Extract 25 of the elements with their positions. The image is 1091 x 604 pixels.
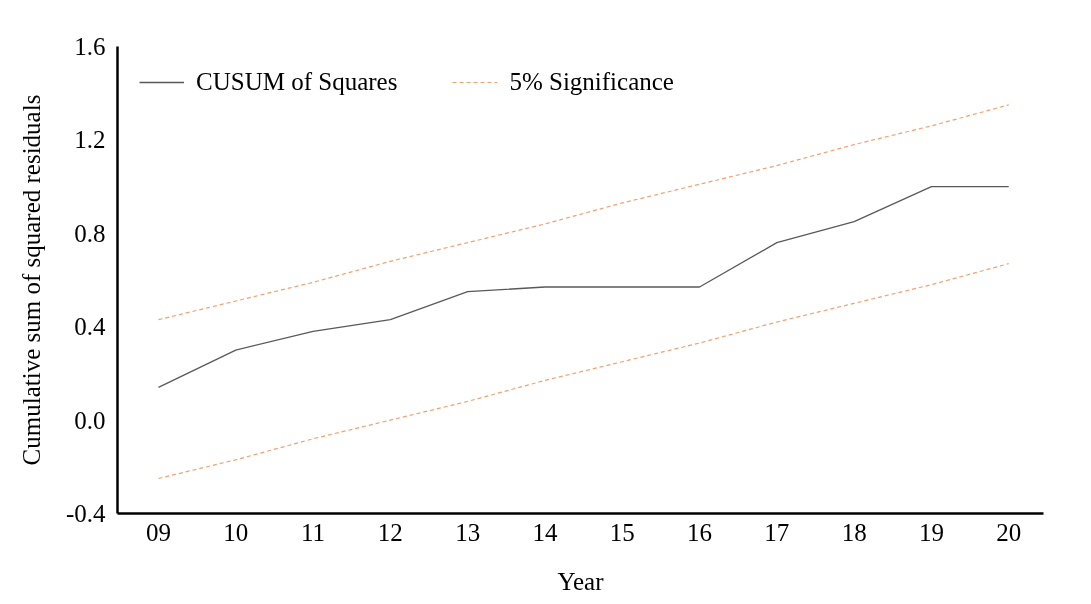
x-tick-label: 12 — [377, 518, 403, 546]
x-tick-label: 20 — [996, 518, 1022, 546]
y-axis-title: Cumulative sum of squared residuals — [17, 94, 45, 466]
legend-label: 5% Significance — [509, 68, 674, 96]
x-tick-label: 19 — [918, 518, 944, 546]
legend-label: CUSUM of Squares — [196, 68, 398, 96]
line-series — [157, 263, 1010, 480]
line-series — [157, 104, 1010, 321]
x-tick-label: 10 — [223, 518, 249, 546]
x-tick-label: 15 — [609, 518, 635, 546]
x-tick-label: 14 — [532, 518, 558, 546]
y-tick-label: 1.2 — [74, 126, 106, 154]
y-tick-label: 0.8 — [74, 219, 106, 247]
y-tick-label: 0.0 — [74, 406, 106, 434]
x-axis-title: Year — [557, 567, 605, 595]
x-tick-label: 18 — [841, 518, 867, 546]
y-tick-label: 1.6 — [74, 33, 106, 60]
y-tick-label: -0.4 — [65, 500, 106, 527]
x-tick-label: 17 — [764, 518, 790, 546]
x-tick-label: 16 — [687, 518, 713, 546]
x-tick-label: 11 — [301, 518, 326, 546]
x-tick-label: 09 — [145, 518, 171, 546]
x-tick-label: 13 — [455, 518, 481, 546]
y-tick-label: 0.4 — [74, 313, 106, 341]
line-series — [157, 185, 1010, 389]
